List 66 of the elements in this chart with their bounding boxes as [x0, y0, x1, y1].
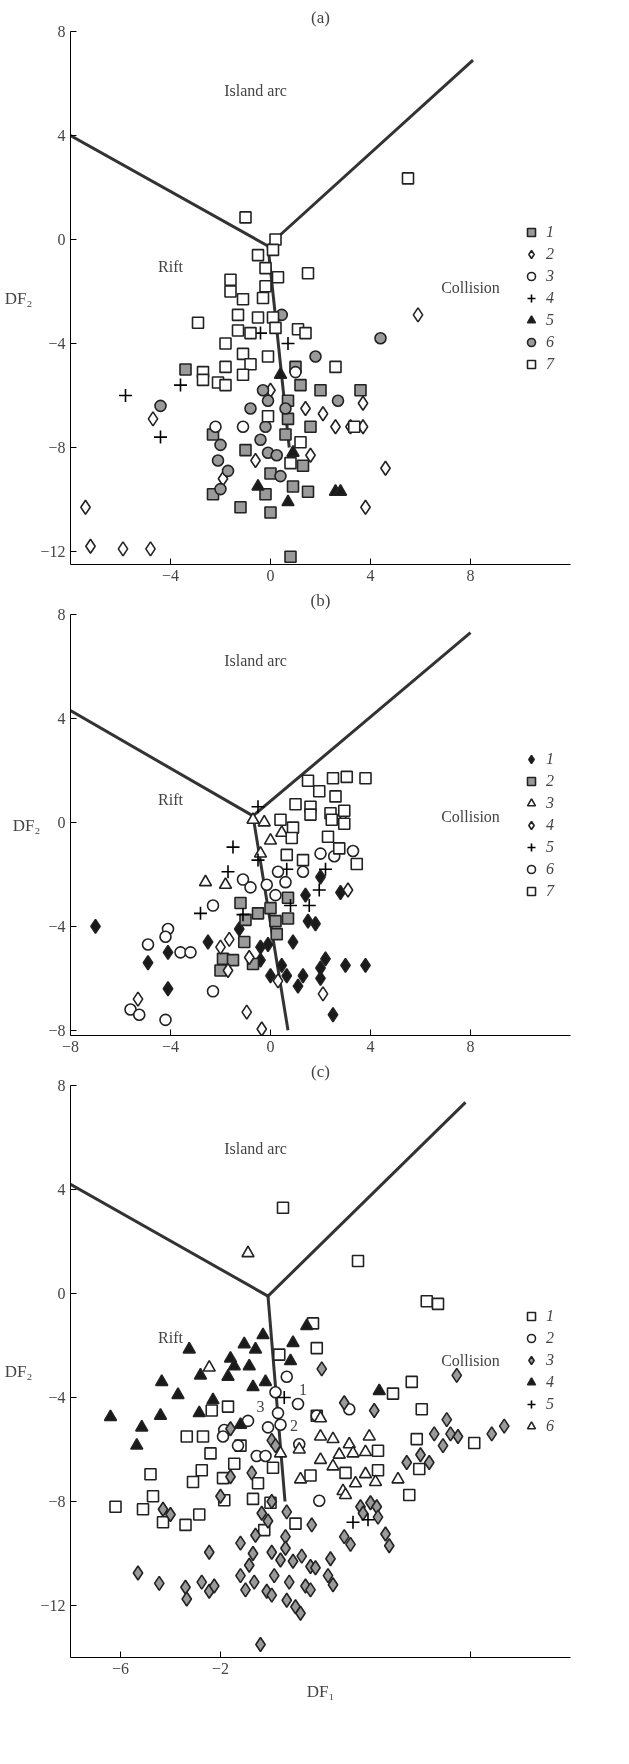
y-tick-label: 4 — [57, 709, 66, 727]
x-tick-label: −6 — [111, 1659, 130, 1677]
x-tick-label: 4 — [366, 566, 375, 584]
annotation: Island arc — [224, 81, 287, 99]
annotation: Rift — [158, 1328, 184, 1346]
x-tick-label: 0 — [266, 566, 275, 584]
annotation: 3 — [256, 1398, 265, 1416]
legend-label: 7 — [546, 881, 556, 900]
legend-label: 3 — [546, 1351, 555, 1369]
y-tick-label: 8 — [57, 23, 66, 40]
annotation: Collision — [441, 808, 500, 826]
x-tick-label: 8 — [466, 566, 475, 584]
legend-label: 1 — [546, 1307, 555, 1325]
chart-title: (a) — [311, 7, 330, 27]
legend-label: 5 — [546, 1395, 555, 1413]
legend-label: 6 — [546, 859, 555, 878]
y-tick-label: −12 — [40, 1597, 66, 1614]
annotation: 1 — [299, 1381, 307, 1399]
legend-label: 2 — [546, 771, 555, 790]
legend-label: 4 — [546, 1373, 555, 1391]
y-tick-label: −12 — [40, 543, 66, 560]
x-tick-label: −4 — [161, 566, 180, 584]
legend-label: 6 — [546, 1417, 555, 1435]
y-tick-label: −8 — [48, 1493, 66, 1510]
legend-label: 3 — [546, 266, 555, 285]
annotation: Island arc — [224, 652, 287, 670]
legend-label: 1 — [546, 749, 555, 768]
legend-label: 2 — [546, 244, 555, 263]
y-axis-title: DF₂ — [12, 815, 41, 835]
legend-label: 7 — [546, 354, 556, 373]
legend-label: 1 — [546, 222, 555, 241]
annotation: Collision — [441, 278, 500, 296]
annotation: Island arc — [224, 1139, 287, 1157]
y-tick-label: 8 — [57, 1077, 66, 1094]
annotation: Rift — [158, 257, 184, 275]
x-axis-title: DF₁ — [306, 1681, 335, 1701]
y-axis-title: DF₂ — [4, 1362, 33, 1381]
legend-label: 5 — [546, 837, 555, 856]
chart-title: (b) — [310, 590, 331, 610]
y-tick-label: −8 — [48, 439, 66, 456]
legend-label: 3 — [546, 793, 555, 812]
legend-label: 6 — [546, 332, 555, 351]
legend-label: 4 — [546, 288, 555, 307]
y-tick-label: 0 — [57, 1285, 66, 1302]
annotation: Collision — [441, 1351, 500, 1369]
y-tick-label: 8 — [57, 606, 66, 623]
annotation: 2 — [290, 1417, 298, 1435]
y-tick-label: 4 — [57, 1181, 66, 1198]
x-tick-label: 8 — [466, 1037, 475, 1055]
x-tick-label: 4 — [366, 1037, 375, 1055]
y-tick-label: −4 — [48, 1389, 66, 1406]
y-tick-label: 0 — [57, 813, 66, 831]
y-tick-label: 4 — [57, 127, 66, 144]
y-tick-label: −4 — [48, 917, 66, 935]
legend-label: 4 — [546, 815, 555, 834]
chart-title: (c) — [311, 1061, 330, 1081]
y-tick-label: −8 — [48, 1021, 66, 1039]
legend-label: 5 — [546, 310, 555, 329]
legend-label: 2 — [546, 1329, 555, 1347]
y-axis-title: DF₂ — [4, 288, 33, 308]
x-tick-label: −4 — [161, 1037, 180, 1055]
annotation: Rift — [158, 791, 184, 809]
x-tick-label: −2 — [211, 1659, 230, 1677]
y-tick-label: −4 — [48, 335, 66, 352]
y-tick-label: 0 — [57, 231, 66, 248]
x-tick-label: 0 — [266, 1037, 275, 1055]
